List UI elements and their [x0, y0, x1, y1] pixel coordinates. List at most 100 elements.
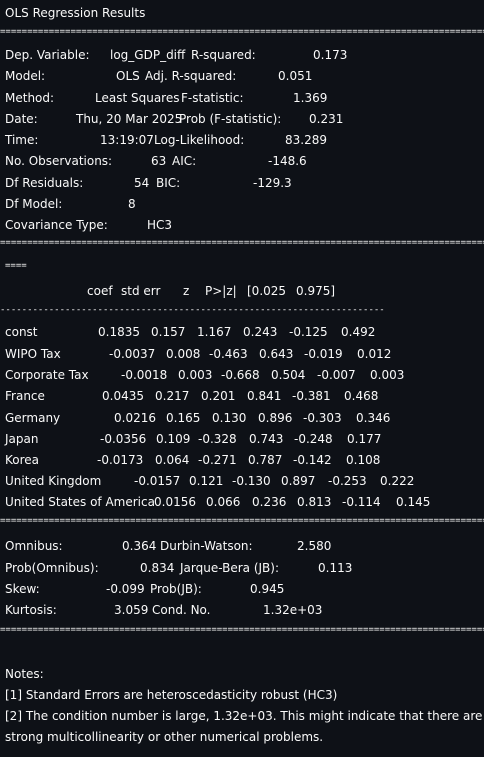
prob-omnibus-label: Prob(Omnibus): — [5, 561, 99, 575]
ci-lower-value: -0.303 — [303, 411, 342, 425]
coef-value: -0.0018 — [121, 368, 168, 382]
p-value: 0.841 — [247, 389, 282, 403]
z-value: -0.271 — [198, 453, 237, 467]
jarque-bera-value: 0.113 — [318, 561, 353, 575]
p-value: 0.813 — [297, 495, 332, 509]
kurtosis-label: Kurtosis: — [5, 603, 57, 617]
z-value: 1.167 — [197, 325, 232, 339]
ci-lower-value: -0.019 — [304, 347, 343, 361]
durbin-watson-label: Durbin-Watson: — [160, 539, 253, 553]
ci-lower-value: -0.248 — [294, 432, 333, 446]
ci-lower-value: -0.125 — [289, 325, 328, 339]
coef-value: 0.1835 — [98, 325, 140, 339]
log-likelihood-label: Log-Likelihood: — [154, 133, 245, 147]
page-title: OLS Regression Results — [5, 6, 146, 20]
time-label: Time: — [5, 133, 39, 147]
p-value-header: P>|z| — [205, 284, 237, 298]
note-1: [1] Standard Errors are heteroscedastici… — [5, 688, 338, 702]
ci-upper-value: 0.177 — [347, 432, 382, 446]
ci-lower-header: [0.025 — [247, 284, 287, 298]
time-value: 13:19:07 — [100, 133, 154, 147]
kurtosis-value: 3.059 — [114, 603, 149, 617]
ci-upper-value: 0.145 — [396, 495, 431, 509]
notes-heading: Notes: — [5, 667, 44, 681]
note-2-line-1: [2] The condition number is large, 1.32e… — [5, 709, 483, 723]
ci-upper-value: 0.346 — [356, 411, 391, 425]
single-separator: ----------------------------------------… — [0, 306, 386, 314]
bic-label: BIC: — [156, 176, 181, 190]
no-observations-label: No. Observations: — [5, 154, 113, 168]
row-label: Japan — [5, 432, 39, 446]
adj-r-squared-value: 0.051 — [278, 69, 313, 83]
separator-tail: ==== — [5, 261, 27, 271]
coef-value: 0.0435 — [102, 389, 144, 403]
coef-value: -0.0157 — [134, 474, 181, 488]
double-separator: ========================================… — [0, 239, 484, 247]
double-separator: ========================================… — [0, 28, 484, 36]
f-statistic-label: F-statistic: — [181, 91, 244, 105]
f-statistic-value: 1.369 — [293, 91, 328, 105]
skew-value: -0.099 — [106, 582, 145, 596]
cond-no-value: 1.32e+03 — [263, 603, 323, 617]
note-2-line-2: strong multicollinearity or other numeri… — [5, 730, 324, 744]
z-value: 0.201 — [201, 389, 236, 403]
dep-variable-value: log_GDP_diff — [110, 48, 186, 62]
method-label: Method: — [5, 91, 55, 105]
z-value: -0.668 — [221, 368, 260, 382]
row-label: const — [5, 325, 38, 339]
coef-value: -0.0037 — [109, 347, 156, 361]
durbin-watson-value: 2.580 — [297, 539, 332, 553]
cond-no-label: Cond. No. — [152, 603, 211, 617]
double-separator: ========================================… — [0, 626, 484, 634]
covariance-type-value: HC3 — [147, 218, 173, 232]
omnibus-value: 0.364 — [122, 539, 157, 553]
std-err-value: 0.008 — [166, 347, 201, 361]
z-value: 0.236 — [252, 495, 287, 509]
jarque-bera-label: Jarque-Bera (JB): — [180, 561, 280, 575]
prob-jb-label: Prob(JB): — [150, 582, 202, 596]
row-label: Germany — [5, 411, 61, 425]
p-value: 0.643 — [259, 347, 294, 361]
ci-upper-value: 0.222 — [380, 474, 415, 488]
aic-value: -148.6 — [268, 154, 307, 168]
row-label: WIPO Tax — [5, 347, 61, 361]
omnibus-label: Omnibus: — [5, 539, 63, 553]
p-value: 0.504 — [271, 368, 306, 382]
std-err-value: 0.165 — [166, 411, 201, 425]
df-model-value: 8 — [128, 197, 136, 211]
ci-lower-value: -0.381 — [292, 389, 331, 403]
ci-upper-value: 0.012 — [357, 347, 392, 361]
std-err-value: 0.066 — [206, 495, 241, 509]
double-separator: ========================================… — [0, 517, 484, 525]
date-value: Thu, 20 Mar 2025 — [76, 112, 183, 126]
std-err-header: std err — [121, 284, 161, 298]
df-model-label: Df Model: — [5, 197, 63, 211]
ci-upper-value: 0.108 — [346, 453, 381, 467]
dep-variable-label: Dep. Variable: — [5, 48, 90, 62]
p-value: 0.896 — [258, 411, 293, 425]
ci-lower-value: -0.114 — [342, 495, 381, 509]
row-label: Corporate Tax — [5, 368, 89, 382]
date-label: Date: — [5, 112, 38, 126]
z-value: -0.328 — [198, 432, 237, 446]
r-squared-value: 0.173 — [313, 48, 348, 62]
std-err-value: 0.157 — [151, 325, 186, 339]
prob-omnibus-value: 0.834 — [140, 561, 175, 575]
df-residuals-label: Df Residuals: — [5, 176, 84, 190]
skew-label: Skew: — [5, 582, 40, 596]
row-label: United States of America — [5, 495, 155, 509]
ci-upper-value: 0.468 — [344, 389, 379, 403]
no-observations-value: 63 — [151, 154, 167, 168]
prob-jb-value: 0.945 — [250, 582, 285, 596]
df-residuals-value: 54 — [134, 176, 150, 190]
coef-value: -0.0356 — [100, 432, 147, 446]
prob-f-label: Prob (F-statistic): — [179, 112, 282, 126]
coef-value: 0.0156 — [154, 495, 196, 509]
ci-lower-value: -0.142 — [293, 453, 332, 467]
p-value: 0.787 — [248, 453, 283, 467]
ci-upper-value: 0.003 — [370, 368, 405, 382]
std-err-value: 0.109 — [156, 432, 191, 446]
p-value: 0.243 — [243, 325, 278, 339]
p-value: 0.897 — [281, 474, 316, 488]
